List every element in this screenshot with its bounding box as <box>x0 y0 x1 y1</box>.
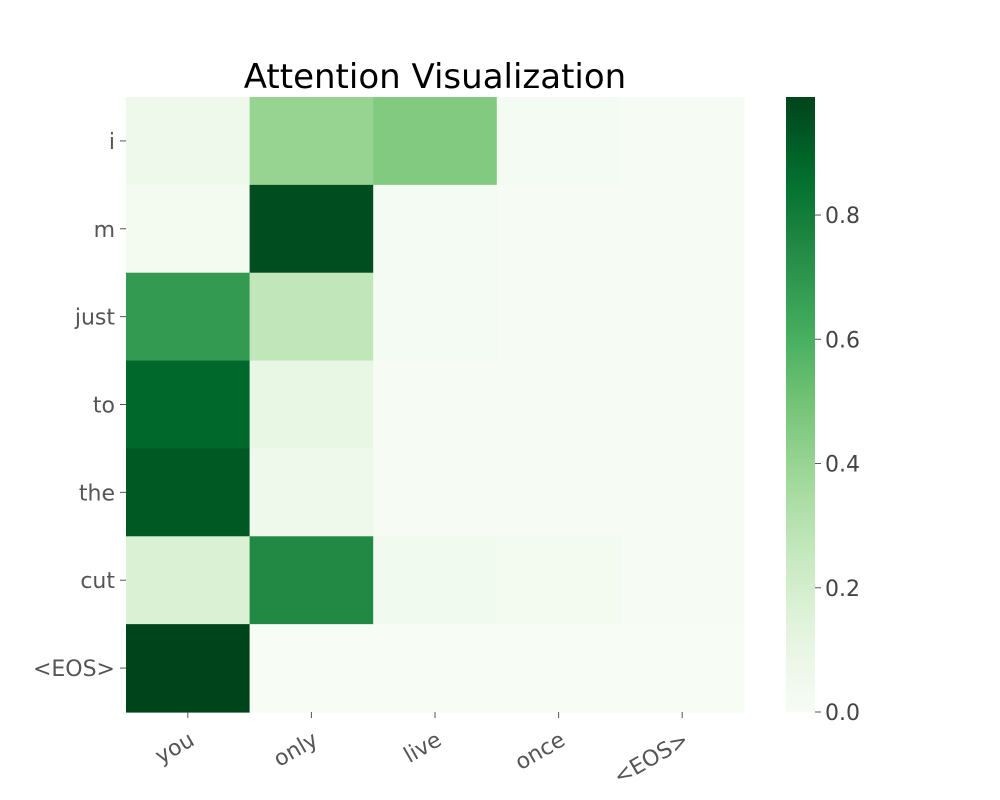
y-axis: i m just to the cut <EOS> <box>33 130 126 682</box>
colorbar-tick-label: 0.6 <box>825 328 860 353</box>
heatmap-cell <box>126 184 251 274</box>
colorbar-tick-label: 0.8 <box>825 204 860 229</box>
y-tick-label: m <box>94 218 115 243</box>
colorbar-tick-label: 0.0 <box>825 701 860 726</box>
y-tick-label: cut <box>80 569 115 594</box>
y-tick-label: to <box>93 394 115 419</box>
heatmap-cell <box>620 360 745 450</box>
heatmap-cell <box>249 184 374 274</box>
x-axis: you only live once <EOS> <box>151 712 693 790</box>
colorbar <box>786 97 815 712</box>
heatmap-cell <box>620 536 745 625</box>
heatmap-cell <box>496 536 621 625</box>
heatmap-cell <box>126 272 251 362</box>
heatmap-cell <box>126 536 251 625</box>
x-tick-label: <EOS> <box>610 728 694 791</box>
chart-title: Attention Visualization <box>244 57 626 97</box>
heatmap-cell <box>496 360 621 450</box>
x-tick-label: you <box>151 728 199 770</box>
heatmap-cell <box>373 184 498 274</box>
x-tick-label: live <box>400 728 446 769</box>
heatmap-cell <box>373 448 498 537</box>
heatmap-cells <box>126 97 745 713</box>
heatmap-cell <box>126 448 251 537</box>
heatmap-cell <box>373 97 498 186</box>
heatmap-cell <box>620 624 745 713</box>
colorbar-tick-label: 0.2 <box>825 577 860 602</box>
x-tick-label: once <box>511 728 569 776</box>
heatmap-cell <box>620 97 745 186</box>
heatmap-cell <box>620 184 745 274</box>
heatmap-cell <box>373 272 498 362</box>
heatmap-cell <box>126 624 251 713</box>
y-tick-label: just <box>74 306 116 331</box>
heatmap-cell <box>620 448 745 537</box>
heatmap-cell <box>373 360 498 450</box>
heatmap-cell <box>620 272 745 362</box>
heatmap-cell <box>249 360 374 450</box>
x-tick-label: only <box>270 728 323 773</box>
heatmap-cell <box>249 97 374 186</box>
colorbar-ticks: 0.0 0.2 0.4 0.6 0.8 <box>815 204 860 726</box>
heatmap-cell <box>373 624 498 713</box>
y-tick-label: i <box>109 130 115 155</box>
heatmap-cell <box>496 624 621 713</box>
heatmap-cell <box>249 624 374 713</box>
heatmap-cell <box>496 184 621 274</box>
y-tick-label: <EOS> <box>33 657 115 682</box>
heatmap-cell <box>496 97 621 186</box>
heatmap-cell <box>496 448 621 537</box>
y-tick-label: the <box>79 481 115 506</box>
heatmap-cell <box>126 97 251 186</box>
heatmap-cell <box>249 448 374 537</box>
heatmap-cell <box>373 536 498 625</box>
colorbar-tick-label: 0.4 <box>825 453 860 478</box>
heatmap-cell <box>249 536 374 625</box>
heatmap-cell <box>126 360 251 450</box>
heatmap-cell <box>496 272 621 362</box>
heatmap-cell <box>249 272 374 362</box>
